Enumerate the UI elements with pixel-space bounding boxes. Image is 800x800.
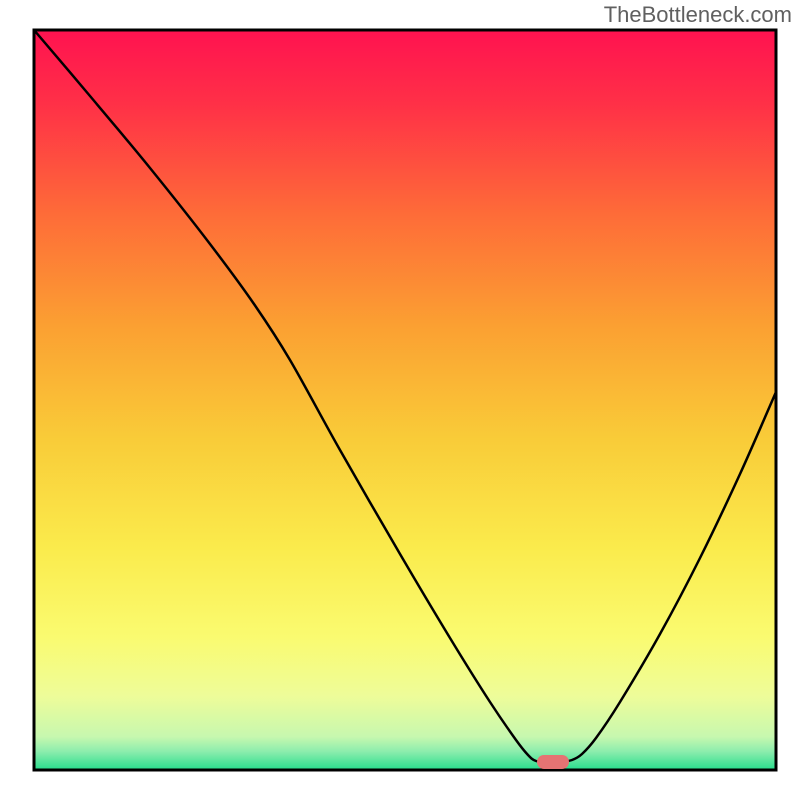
bottleneck-chart: [0, 0, 800, 800]
chart-container: TheBottleneck.com: [0, 0, 800, 800]
watermark-text: TheBottleneck.com: [604, 2, 792, 28]
plot-background: [34, 30, 776, 770]
optimal-marker: [537, 755, 569, 769]
